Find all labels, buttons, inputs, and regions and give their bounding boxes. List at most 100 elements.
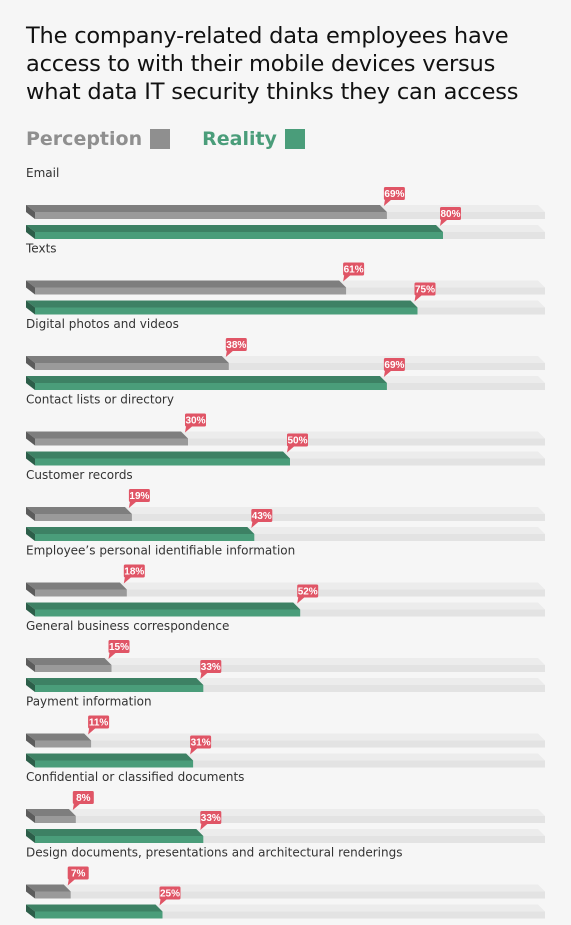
- bar-reality-1: [26, 225, 443, 239]
- badge-reality-6-label: 52%: [298, 587, 318, 598]
- track-perception-8-front: [35, 740, 545, 748]
- badge-perception-8-pointer: [88, 728, 96, 735]
- badge-perception-1-pointer: [383, 200, 391, 206]
- bar-perception-9-top: [26, 809, 76, 816]
- bar-perception-2-front: [35, 287, 347, 295]
- badge-reality-6-box: [297, 584, 319, 598]
- bar-reality-6: [26, 602, 301, 617]
- bar-perception-8-front: [35, 740, 92, 748]
- category-label-7: General business correspondence: [26, 619, 229, 633]
- bar-perception-2-side: [26, 280, 35, 295]
- bar-perception-5-top: [26, 507, 132, 514]
- badge-reality-8-label: 31%: [191, 738, 211, 749]
- badge-perception-3-pointer: [225, 351, 233, 357]
- bar-perception-3-side: [26, 356, 35, 370]
- bar-perception-1: [26, 205, 387, 219]
- badge-perception-5-box: [128, 489, 150, 502]
- chart-title-line-3: what data IT security thinks they can ac…: [26, 79, 519, 105]
- category-label-3: Digital photos and videos: [26, 317, 179, 331]
- bar-reality-8-front: [35, 760, 194, 768]
- badge-perception-9: 8%: [72, 791, 94, 810]
- bar-perception-1-top: [26, 205, 387, 212]
- category-label-8: Payment information: [26, 695, 152, 709]
- bar-perception-10-front: [35, 891, 71, 899]
- bar-reality-2-side: [26, 300, 35, 315]
- badge-reality-10-box: [159, 886, 181, 900]
- bar-perception-5-front: [35, 514, 132, 521]
- bar-perception-6-side: [26, 582, 35, 597]
- badge-perception-4: 30%: [185, 413, 206, 433]
- badge-perception-10-pointer: [67, 879, 75, 886]
- bar-perception-6-front: [35, 589, 127, 597]
- track-perception-5-top: [26, 507, 545, 514]
- badge-reality-6-pointer: [297, 597, 305, 604]
- badge-perception-5: 19%: [128, 489, 150, 508]
- bar-perception-9-front: [35, 816, 76, 823]
- badge-perception-3: 38%: [225, 338, 247, 357]
- bar-perception-4-top: [26, 431, 188, 439]
- legend-reality-swatch: [284, 129, 305, 149]
- badge-perception-7-label: 15%: [109, 642, 129, 653]
- badge-reality-2-box: [414, 282, 436, 296]
- legend-perception-swatch: [150, 129, 171, 149]
- legend-reality-label: Reality: [202, 128, 277, 150]
- category-label-5: Customer records: [26, 468, 133, 482]
- bar-reality-4-side: [26, 451, 35, 466]
- bar-reality-6-side: [26, 602, 35, 617]
- badge-perception-5-pointer: [128, 502, 136, 508]
- badge-perception-4-label: 30%: [185, 416, 205, 427]
- badge-perception-4-pointer: [185, 426, 192, 433]
- category-label-6: Employee’s personal identifiable informa…: [26, 544, 295, 558]
- badge-perception-10: 7%: [67, 866, 89, 886]
- bar-reality-2: [26, 300, 418, 315]
- bar-reality-1-top: [26, 225, 443, 232]
- bar-perception-8-top: [26, 733, 92, 741]
- badge-reality-4-box: [287, 433, 308, 447]
- track-perception-7-top: [26, 658, 545, 665]
- bar-perception-7-front: [35, 665, 112, 672]
- bar-reality-9-front: [35, 836, 204, 843]
- bar-reality-5-side: [26, 527, 35, 541]
- bar-reality-4-front: [35, 458, 290, 466]
- track-reality-8-front: [35, 760, 545, 768]
- badge-perception-1: 69%: [383, 187, 405, 206]
- badge-perception-6: 18%: [123, 564, 145, 584]
- track-perception-8: [26, 733, 545, 748]
- badge-perception-7: 15%: [108, 640, 130, 659]
- track-perception-7-front: [35, 665, 545, 672]
- badge-reality-1-pointer: [440, 220, 447, 226]
- category-label-2: Texts: [25, 242, 57, 256]
- track-perception-8-top: [26, 733, 545, 741]
- bar-reality-4-top: [26, 451, 290, 459]
- track-perception-3-front: [35, 363, 545, 370]
- bar-perception-9-side: [26, 809, 35, 823]
- track-reality-9-front: [35, 836, 545, 843]
- badge-perception-8-label: 11%: [89, 718, 109, 729]
- bar-perception-4: [26, 431, 188, 446]
- track-perception-10: [26, 884, 545, 899]
- badge-reality-6: 52%: [297, 584, 319, 604]
- badge-perception-2-pointer: [343, 275, 351, 282]
- badge-reality-7-label: 33%: [201, 662, 221, 673]
- badge-perception-2-label: 61%: [344, 265, 364, 276]
- bar-reality-4: [26, 451, 290, 466]
- bar-reality-9: [26, 829, 204, 843]
- bar-reality-10-front: [35, 911, 163, 919]
- legend-perception-label: Perception: [26, 128, 143, 150]
- badge-perception-10-box: [67, 866, 89, 880]
- badge-perception-6-label: 18%: [124, 567, 144, 578]
- bar-reality-5-front: [35, 534, 255, 541]
- bar-reality-1-side: [26, 225, 35, 239]
- badge-reality-10: 25%: [159, 886, 181, 906]
- track-perception-9-front: [35, 816, 545, 823]
- bar-reality-8-side: [26, 753, 35, 768]
- badge-perception-9-label: 8%: [76, 793, 91, 804]
- bar-perception-1-side: [26, 205, 35, 219]
- chart-title: The company-related data employees have …: [26, 22, 546, 106]
- bar-reality-7-top: [26, 678, 204, 685]
- badge-perception-6-box: [123, 564, 145, 578]
- bar-perception-5-side: [26, 507, 35, 521]
- badge-perception-3-box: [225, 338, 247, 351]
- badge-reality-7-pointer: [200, 673, 208, 679]
- badge-reality-4-pointer: [287, 446, 294, 453]
